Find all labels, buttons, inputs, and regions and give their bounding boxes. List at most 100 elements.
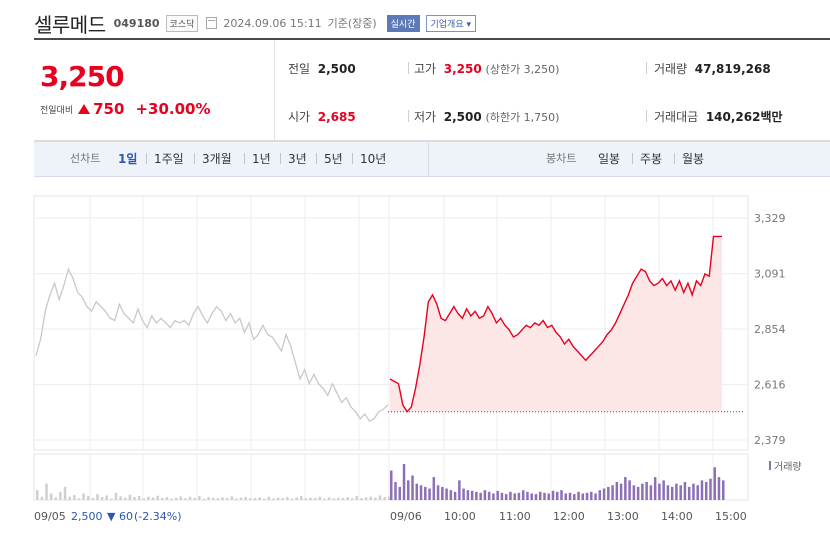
trade-amount-label: 거래대금	[654, 110, 699, 124]
volume-bar	[327, 497, 331, 500]
volume-bar	[295, 497, 298, 500]
high-price: 고가 3,250 (상한가 3,250)	[414, 60, 559, 77]
volume-bar	[73, 495, 76, 500]
tab-divider	[280, 153, 281, 164]
x-tick-label: 14:00	[661, 510, 693, 523]
volume-bar	[428, 488, 431, 500]
chevron-down-icon: ▾	[466, 19, 472, 30]
volume-bar	[649, 485, 653, 500]
volume-bar	[534, 494, 538, 500]
volume-bar	[378, 495, 382, 500]
today-line	[389, 235, 722, 413]
realtime-badge[interactable]: 실시간	[386, 14, 420, 32]
volume-bar	[483, 490, 487, 500]
low-value: 2,500	[443, 110, 482, 124]
tab-divider	[352, 153, 353, 164]
volume-bar	[419, 485, 423, 500]
volume-bar	[142, 498, 146, 500]
volume-bar	[91, 498, 95, 500]
tab-1day[interactable]: 1일	[118, 152, 138, 166]
y-tick-label: 2,854	[754, 323, 786, 336]
prev-close-label: 전일	[288, 62, 311, 76]
volume-bar	[564, 493, 568, 500]
volume-bar	[470, 490, 474, 500]
tab-1year[interactable]: 1년	[252, 152, 271, 166]
price-change: 전일대비 750 +30.00%	[40, 100, 210, 118]
prev-close: 전일 2,500	[288, 60, 356, 77]
prev-day-close: 2,500	[71, 510, 103, 523]
volume-bar	[207, 497, 210, 500]
volume-bar	[184, 498, 187, 500]
volume-bar	[679, 485, 682, 500]
volume-bar	[504, 494, 508, 500]
tab-3year[interactable]: 3년	[288, 152, 307, 166]
volume-bar	[390, 470, 393, 500]
volume-bar	[225, 498, 229, 500]
company-overview-button[interactable]: 기업개요 ▾	[425, 14, 477, 32]
volume-bar	[388, 496, 391, 500]
tab-monthly-candle[interactable]: 월봉	[682, 152, 705, 166]
x-tick-label: 12:00	[553, 510, 585, 523]
summary-divider	[274, 40, 275, 140]
volume-bar	[573, 494, 576, 500]
tab-daily-candle[interactable]: 일봉	[598, 152, 621, 166]
volume-bar	[487, 491, 491, 500]
volume-bar	[666, 485, 670, 500]
cell-divider	[646, 62, 647, 74]
volume-bar	[281, 498, 284, 500]
volume-bar	[624, 477, 627, 500]
volume-bar	[577, 491, 580, 500]
volume-bar	[513, 493, 516, 500]
volume-bar	[602, 488, 606, 500]
x-tick-label: 15:00	[715, 510, 747, 523]
lower-limit: (하한가 1,750)	[485, 111, 560, 124]
volume-bar	[128, 494, 132, 500]
volume-bar	[424, 486, 427, 500]
header-divider	[34, 38, 830, 40]
volume-bar	[124, 497, 127, 500]
tab-3month[interactable]: 3개월	[202, 152, 232, 166]
volume-bar	[709, 478, 712, 500]
stock-name: 셀루메드	[34, 12, 106, 37]
volume-bar	[398, 486, 402, 500]
volume-bar	[40, 496, 44, 500]
volume-bar	[551, 490, 555, 500]
volume-bar	[318, 496, 322, 500]
volume-bar	[509, 491, 512, 500]
volume-bar	[722, 480, 725, 500]
volume-bar	[179, 496, 183, 500]
market-badge: 코스닥	[165, 14, 199, 32]
volume-bar	[411, 475, 414, 500]
tab-1week[interactable]: 1주일	[154, 152, 184, 166]
volume-bar	[290, 498, 294, 500]
volume-bar	[383, 497, 386, 500]
volume-bar	[304, 498, 308, 500]
quote-basis: 기준(장중)	[327, 17, 377, 30]
volume-bar	[560, 490, 563, 500]
volume-bar	[170, 498, 173, 500]
volume-bar	[581, 493, 585, 500]
volume-bar	[262, 498, 266, 500]
volume-bar	[436, 485, 440, 500]
volume-bar	[350, 498, 354, 500]
volume: 거래량 47,819,268	[654, 60, 771, 77]
volume-bar	[441, 486, 444, 500]
volume-bar	[82, 493, 85, 500]
tab-10year[interactable]: 10년	[360, 152, 387, 166]
tab-5year[interactable]: 5년	[324, 152, 343, 166]
volume-bar	[374, 497, 377, 500]
volume-bar	[276, 497, 280, 500]
volume-bar	[628, 480, 631, 500]
volume-bar	[517, 492, 521, 500]
volume-bar	[221, 497, 224, 500]
volume-bar	[492, 493, 495, 500]
volume-bar	[54, 497, 58, 500]
volume-bar	[235, 498, 238, 500]
volume-bar	[453, 491, 457, 500]
y-tick-label: 2,616	[754, 379, 786, 392]
prev-day-change-pct: (-2.34%)	[134, 510, 182, 523]
tab-weekly-candle[interactable]: 주봉	[640, 152, 663, 166]
volume-bar	[645, 482, 648, 500]
volume-bar	[653, 477, 657, 500]
change-label: 전일대비	[40, 105, 74, 116]
